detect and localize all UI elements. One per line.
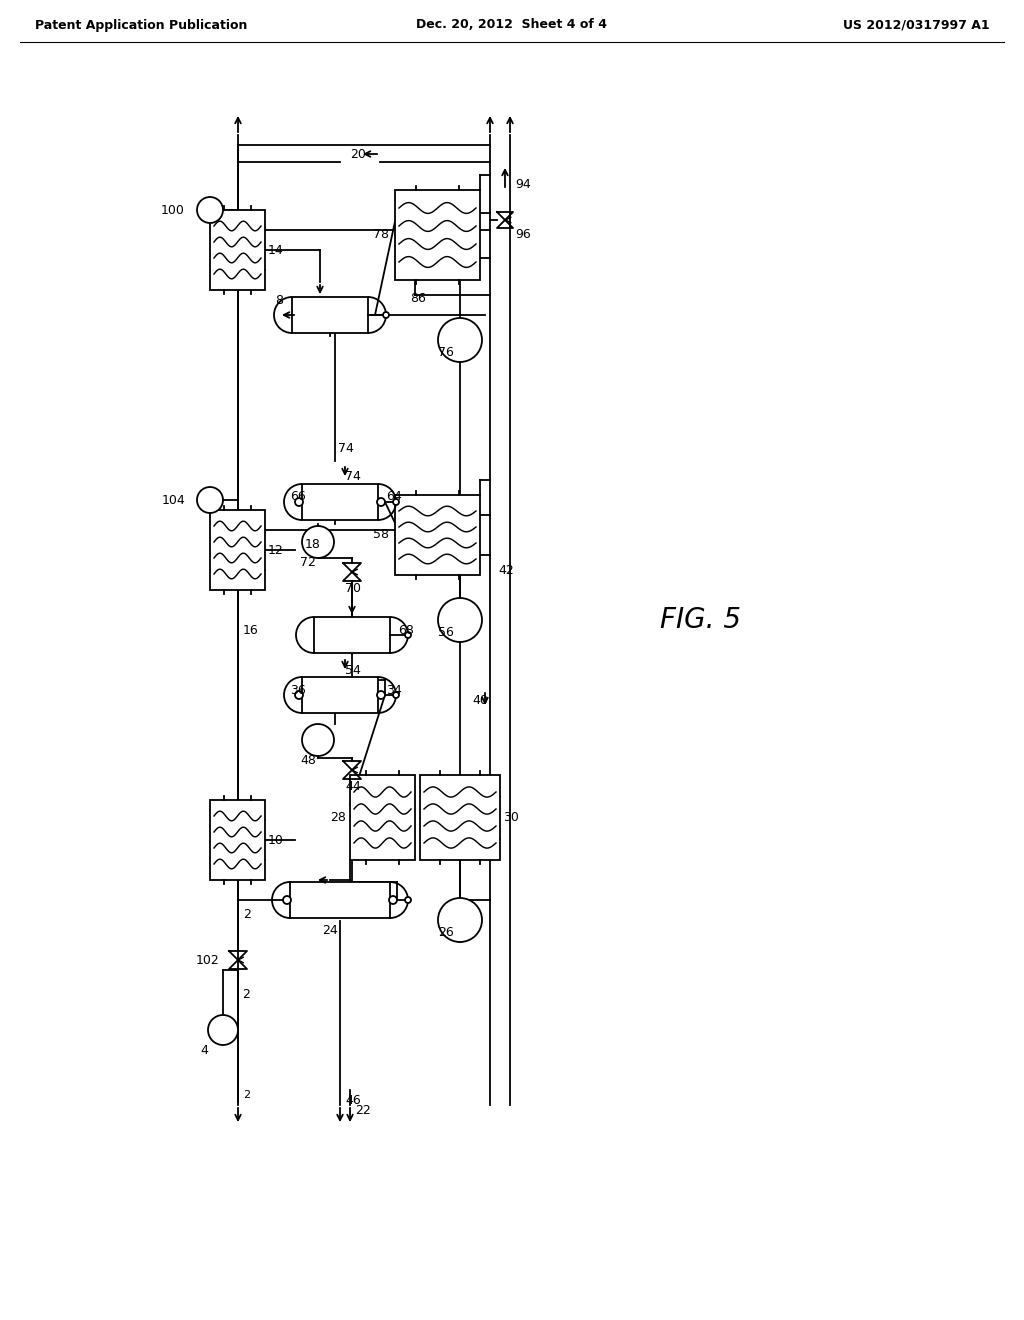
Circle shape: [377, 690, 385, 700]
Bar: [395, 190, 480, 280]
Text: 70: 70: [345, 582, 361, 594]
Text: 54: 54: [345, 664, 360, 676]
Bar: [350, 775, 415, 861]
Circle shape: [406, 632, 411, 638]
Text: 14: 14: [268, 243, 284, 256]
Text: 64: 64: [386, 491, 401, 503]
Circle shape: [197, 487, 223, 513]
Circle shape: [406, 898, 411, 903]
Text: 76: 76: [438, 346, 454, 359]
Circle shape: [302, 525, 334, 558]
Circle shape: [393, 692, 399, 698]
Text: 100: 100: [161, 203, 185, 216]
Text: 26: 26: [438, 925, 454, 939]
Text: 28: 28: [330, 810, 346, 824]
Text: Dec. 20, 2012  Sheet 4 of 4: Dec. 20, 2012 Sheet 4 of 4: [417, 18, 607, 32]
Text: 18: 18: [305, 539, 321, 552]
Text: 12: 12: [268, 544, 284, 557]
Bar: [290, 882, 390, 917]
Circle shape: [438, 898, 482, 942]
Circle shape: [295, 498, 303, 506]
Text: 36: 36: [290, 684, 306, 697]
Circle shape: [197, 197, 223, 223]
Text: 10: 10: [268, 833, 284, 846]
Text: 68: 68: [398, 623, 414, 636]
Bar: [210, 510, 265, 590]
Circle shape: [393, 499, 399, 506]
Text: 86: 86: [410, 292, 426, 305]
Text: 96: 96: [515, 228, 530, 242]
Text: 40: 40: [472, 693, 487, 706]
Text: 48: 48: [300, 754, 315, 767]
Text: 4: 4: [200, 1044, 208, 1056]
Bar: [302, 484, 378, 520]
Text: 72: 72: [300, 556, 315, 569]
Text: 66: 66: [290, 491, 306, 503]
Text: 42: 42: [498, 564, 514, 577]
Text: 8: 8: [275, 293, 283, 306]
Bar: [210, 800, 265, 880]
Bar: [292, 297, 368, 333]
Circle shape: [283, 896, 291, 904]
Text: 102: 102: [196, 953, 220, 966]
Text: 94: 94: [515, 178, 530, 191]
Circle shape: [438, 598, 482, 642]
Text: 2: 2: [243, 1090, 250, 1100]
Circle shape: [302, 723, 334, 756]
Circle shape: [208, 1015, 238, 1045]
Text: 2: 2: [243, 908, 251, 921]
Text: 46: 46: [345, 1093, 360, 1106]
Circle shape: [377, 498, 385, 506]
Circle shape: [383, 312, 389, 318]
Text: 74: 74: [338, 442, 354, 455]
Text: US 2012/0317997 A1: US 2012/0317997 A1: [844, 18, 990, 32]
Text: 20: 20: [350, 148, 366, 161]
Bar: [314, 616, 390, 653]
Bar: [395, 495, 480, 576]
Text: FIG. 5: FIG. 5: [660, 606, 741, 634]
Circle shape: [389, 896, 397, 904]
Text: Patent Application Publication: Patent Application Publication: [35, 18, 248, 32]
Text: 2: 2: [242, 989, 250, 1002]
Text: 58: 58: [373, 528, 389, 541]
Circle shape: [295, 690, 303, 700]
Text: 22: 22: [355, 1104, 371, 1117]
Text: 78: 78: [373, 228, 389, 242]
Text: 104: 104: [161, 494, 185, 507]
Text: 74: 74: [345, 470, 360, 483]
Bar: [420, 775, 500, 861]
Bar: [302, 677, 378, 713]
Text: 56: 56: [438, 626, 454, 639]
Circle shape: [438, 318, 482, 362]
Bar: [210, 210, 265, 290]
Text: 16: 16: [243, 623, 259, 636]
Text: 44: 44: [345, 780, 360, 792]
Text: 24: 24: [322, 924, 338, 936]
Text: 30: 30: [503, 810, 519, 824]
Text: 34: 34: [386, 684, 401, 697]
